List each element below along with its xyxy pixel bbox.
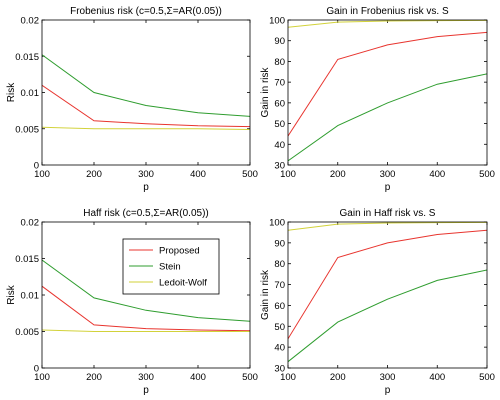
series-line-stein: [288, 269, 487, 363]
y-tick-label: 100: [269, 16, 285, 27]
panel-title: Gain in Haff risk vs. S: [340, 208, 436, 219]
x-axis-label: p: [143, 182, 149, 193]
panel-frobenius-risk: Frobenius risk (c=0.5,Σ=AR(0.05)) 100 200 3…: [6, 6, 258, 193]
y-tick-label: 40: [274, 343, 285, 354]
x-tick-label: 200: [330, 372, 346, 383]
y-tick-label: 50: [274, 322, 285, 333]
y-axis-label: Risk: [6, 284, 17, 304]
panel-haff-risk: Haff risk (c=0.5,Σ=AR(0.05)) 100 200 300 400…: [6, 208, 258, 396]
plot-frame: [41, 221, 251, 369]
y-tick-label: 60: [274, 301, 285, 312]
x-tick-label: 400: [429, 372, 445, 383]
plot-frame: [41, 19, 251, 166]
x-axis-label: p: [385, 182, 391, 193]
series-line-stein: [288, 73, 487, 162]
y-axis-label: Gain in risk: [260, 269, 271, 320]
x-tick-label: 100: [280, 372, 296, 383]
y-tick-label: 50: [274, 119, 285, 130]
y-axis-label: Gain in risk: [260, 66, 271, 117]
y-tick-label: 0: [34, 161, 39, 172]
panel-title: Gain in Frobenius risk vs. S: [326, 6, 449, 17]
x-tick-label: 100: [34, 169, 50, 180]
x-tick-label: 400: [429, 169, 445, 180]
y-tick-label: 70: [274, 78, 285, 89]
legend-label: Proposed: [159, 246, 200, 257]
x-tick-label: 500: [242, 372, 258, 383]
y-tick-label: 80: [274, 259, 285, 270]
plot-frame: [287, 19, 488, 166]
x-tick-label: 100: [280, 169, 296, 180]
y-tick-label: 0.01: [21, 291, 40, 302]
y-tick-label: 0.02: [21, 16, 40, 27]
y-tick-label: 90: [274, 238, 285, 249]
panel-title: Frobenius risk (c=0.5,Σ=AR(0.05)): [70, 6, 222, 17]
x-tick-label: 300: [138, 372, 154, 383]
y-tick-label: 90: [274, 36, 285, 47]
x-tick-label: 200: [86, 372, 102, 383]
series-line-stein: [42, 259, 250, 322]
x-tick-label: 200: [86, 169, 102, 180]
panel-title: Haff risk (c=0.5,Σ=AR(0.05)): [83, 208, 208, 219]
x-tick-label: 300: [380, 372, 396, 383]
y-tick-label: 0.005: [15, 327, 39, 338]
series-line-ledoit-wolf: [42, 329, 250, 332]
y-tick-label: 100: [269, 218, 285, 229]
y-tick-label: 0: [34, 364, 39, 375]
series-line-ledoit-wolf: [288, 222, 487, 231]
x-axis-label: p: [385, 385, 391, 396]
legend: Proposed Stein Ledoit-Wolf: [122, 238, 220, 295]
x-tick-label: 300: [138, 169, 154, 180]
series-line-ledoit-wolf: [42, 126, 250, 130]
series-line-proposed: [288, 31, 487, 137]
y-axis-label: Risk: [6, 82, 17, 102]
legend-label: Stein: [159, 262, 181, 273]
x-tick-label: 200: [330, 169, 346, 180]
series-line-ledoit-wolf: [288, 20, 487, 28]
y-tick-label: 30: [274, 161, 285, 172]
plot-frame: [287, 221, 488, 369]
x-tick-label: 100: [34, 372, 50, 383]
y-tick-label: 70: [274, 280, 285, 291]
x-tick-label: 400: [190, 169, 206, 180]
series-line-proposed: [42, 84, 250, 128]
series-line-proposed: [42, 285, 250, 332]
y-tick-label: 0.01: [21, 88, 40, 99]
y-tick-label: 0.02: [21, 218, 40, 229]
x-tick-label: 500: [242, 169, 258, 180]
x-tick-label: 400: [190, 372, 206, 383]
y-tick-label: 40: [274, 140, 285, 151]
x-tick-label: 500: [479, 372, 495, 383]
y-tick-label: 0.005: [15, 124, 39, 135]
y-tick-label: 30: [274, 364, 285, 375]
y-tick-label: 0.015: [15, 254, 39, 265]
series-line-proposed: [288, 229, 487, 340]
x-tick-label: 300: [380, 169, 396, 180]
panel-frobenius-gain: Gain in Frobenius risk vs. S 100 200 300 400…: [260, 6, 495, 193]
series-line-stein: [42, 54, 250, 117]
x-tick-label: 500: [479, 169, 495, 180]
y-tick-label: 0.015: [15, 52, 39, 63]
legend-label: Ledoit-Wolf: [159, 278, 207, 289]
y-tick-label: 60: [274, 98, 285, 109]
x-axis-label: p: [143, 385, 149, 396]
panel-haff-gain: Gain in Haff risk vs. S 100 200 300 400 500 30…: [260, 208, 495, 396]
y-tick-label: 80: [274, 57, 285, 68]
